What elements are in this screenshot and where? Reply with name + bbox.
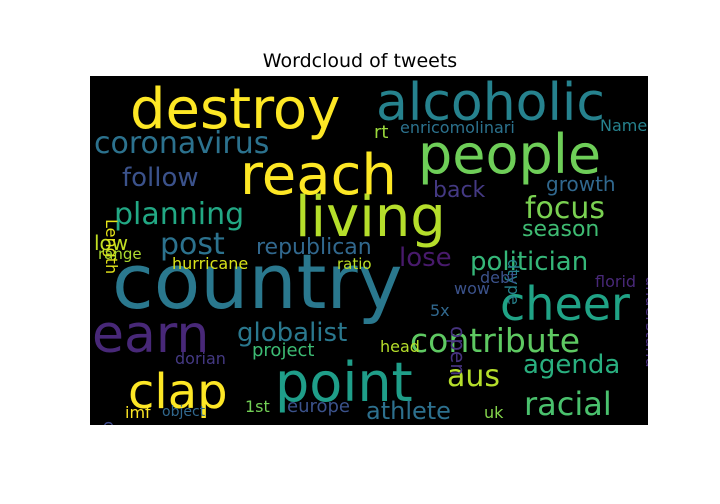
chart-title: Wordcloud of tweets <box>262 50 458 72</box>
word-uk: uk <box>484 403 504 422</box>
word-europe: europe <box>287 396 350 417</box>
word-globalist: globalist <box>237 318 347 348</box>
word-growth: growth <box>546 172 616 196</box>
word-hurricane: hurricane <box>172 254 248 273</box>
word-head: head <box>380 337 420 356</box>
word-reach: reach <box>240 143 397 208</box>
word-debt: debt <box>480 268 516 287</box>
word-post: post <box>160 227 225 262</box>
word-florid: florid <box>595 272 636 291</box>
word-low: low <box>94 231 128 255</box>
word-open: open <box>446 326 470 376</box>
word-imf: imf <box>125 403 151 422</box>
word-dorian: dorian <box>175 349 226 368</box>
word-racial: racial <box>524 385 612 423</box>
word-athlete: athlete <box>366 397 451 425</box>
wordcloud-background <box>90 76 648 425</box>
word-1st: 1st <box>245 397 270 416</box>
word-living: living <box>295 185 446 250</box>
word-project: project <box>252 340 314 361</box>
word-earn: earn <box>92 305 209 365</box>
word-coronavirus: coronavirus <box>94 126 269 161</box>
word-ratio: ratio <box>337 255 372 273</box>
word-range: range <box>98 245 142 263</box>
word-dtype: dtype <box>504 259 523 305</box>
word-follow: follow <box>122 163 199 193</box>
word-enricomolinari: enricomolinari <box>400 118 515 137</box>
word-people: people <box>418 123 601 186</box>
word-destroy: destroy <box>130 77 340 142</box>
word-object: object <box>162 404 206 420</box>
word-rt: rt <box>374 122 388 143</box>
word-capita: capita <box>100 421 119 425</box>
word-5x: 5x <box>430 301 450 320</box>
word-republican: republican <box>256 235 372 260</box>
word-understand: understand <box>642 276 648 368</box>
word-wow: wow <box>454 279 490 298</box>
word-back: back <box>433 178 486 203</box>
word-agenda: agenda <box>523 350 620 380</box>
word-contribute: contribute <box>410 321 580 360</box>
word-focus: focus <box>525 191 605 226</box>
word-alcoholic: alcoholic <box>376 76 605 133</box>
word-cheer: cheer <box>500 277 630 331</box>
word-season: season <box>522 217 599 242</box>
word-aus: aus <box>447 359 500 394</box>
word-planning: planning <box>114 197 244 232</box>
word-lose: lose <box>399 243 452 273</box>
word-clap: clap <box>128 364 228 420</box>
word-name: Name <box>600 116 647 135</box>
word-point: point <box>275 351 413 414</box>
wordcloud-panel: country living reach destroy people alcoholic… <box>90 76 648 425</box>
word-length: Length <box>102 219 121 274</box>
word-country: country <box>112 237 403 326</box>
word-politician: politician <box>470 247 588 277</box>
